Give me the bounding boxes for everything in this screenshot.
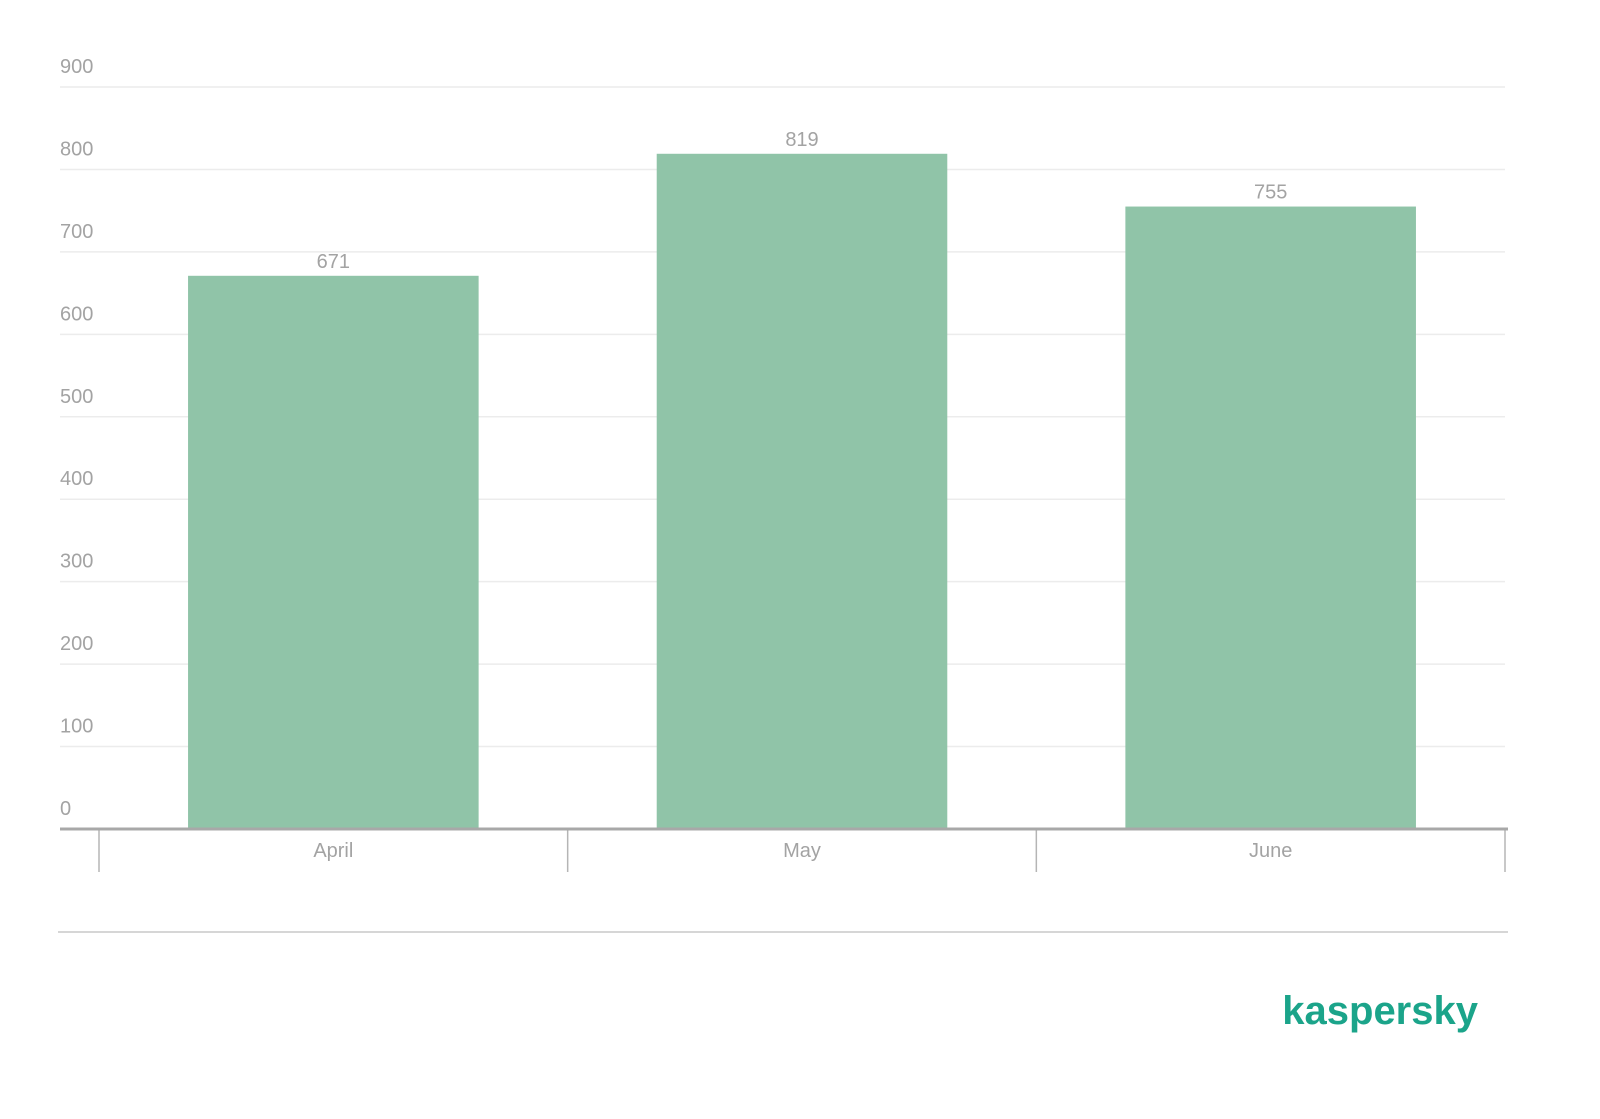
y-tick-label: 0 xyxy=(60,798,71,820)
bar xyxy=(1125,206,1416,830)
y-tick-label: 200 xyxy=(60,633,93,655)
x-tick-label: May xyxy=(783,840,821,862)
bar xyxy=(188,275,479,829)
value-label: 755 xyxy=(1254,182,1287,204)
brand-logo: kaspersky xyxy=(1282,989,1478,1033)
value-label: 819 xyxy=(785,129,818,151)
y-tick-label: 900 xyxy=(60,56,93,78)
y-tick-label: 600 xyxy=(60,303,93,325)
y-tick-label: 300 xyxy=(60,551,93,573)
x-tick-label: April xyxy=(313,840,353,862)
y-tick-label: 800 xyxy=(60,138,93,160)
bar xyxy=(656,153,948,829)
y-tick-label: 400 xyxy=(60,468,93,490)
value-label: 671 xyxy=(317,251,350,273)
y-tick-label: 100 xyxy=(60,716,93,738)
y-tick-label: 500 xyxy=(60,386,93,408)
x-tick-label: June xyxy=(1249,840,1292,862)
y-tick-label: 700 xyxy=(60,221,93,243)
